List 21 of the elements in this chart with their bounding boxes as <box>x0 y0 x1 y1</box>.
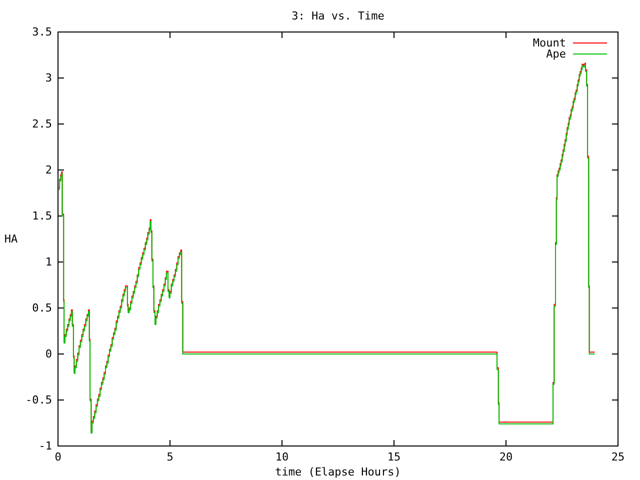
x-tick-label: 0 <box>54 450 62 464</box>
y-tick-label: 1.5 <box>32 210 52 222</box>
y-axis-title: HA <box>4 232 18 246</box>
x-tick-label: 15 <box>387 450 401 464</box>
x-tick-label: 25 <box>611 450 625 464</box>
x-tick-label: 20 <box>499 450 513 464</box>
y-tick-label: 0 <box>45 348 52 360</box>
x-tick-label: 10 <box>275 450 289 464</box>
y-tick-label: -1 <box>38 440 52 452</box>
legend-label: Mount <box>532 36 566 50</box>
legend-label: Ape <box>546 48 566 60</box>
chart-title: 3: Ha vs. Time <box>292 10 384 22</box>
y-tick-label: 1 <box>45 256 52 268</box>
y-tick-label: 0.5 <box>32 302 52 314</box>
y-tick-label: 3 <box>45 72 52 84</box>
x-tick-label: 5 <box>166 450 174 464</box>
y-tick-label: -0.5 <box>26 394 52 406</box>
y-tick-label: 3.5 <box>32 26 52 38</box>
x-axis-title: time (Elapse Hours) <box>275 466 401 478</box>
y-tick-label: 2 <box>45 164 52 176</box>
y-tick-label: 2.5 <box>32 118 52 130</box>
